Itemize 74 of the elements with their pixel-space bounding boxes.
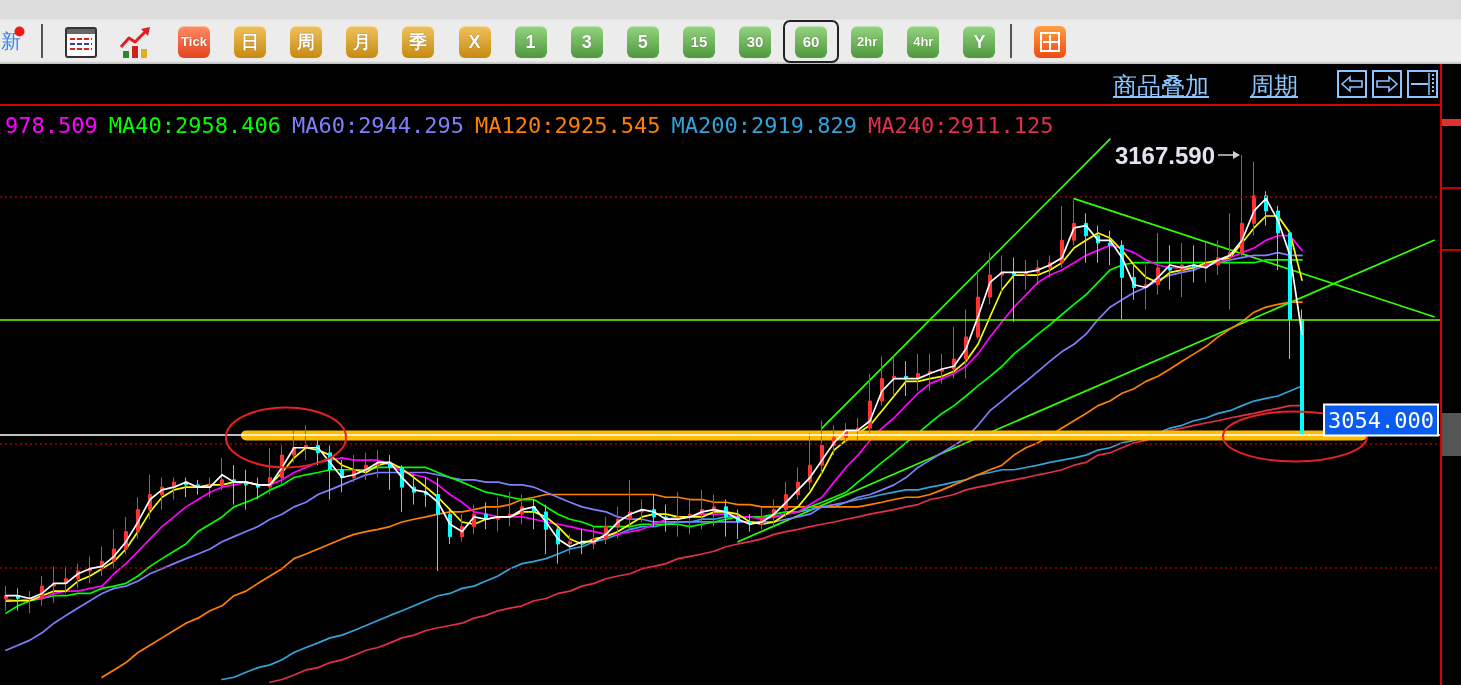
text: 978.509	[5, 112, 98, 138]
candlestick	[448, 509, 452, 545]
candlestick	[1120, 239, 1124, 321]
candlestick	[88, 555, 92, 584]
toolbar-button: 60	[795, 26, 828, 58]
candlestick	[1012, 257, 1016, 323]
candlestick	[1252, 160, 1256, 237]
candlestick	[1300, 308, 1304, 436]
annotation: 3167.590	[1114, 141, 1215, 169]
toolbar-button: 30	[739, 26, 771, 58]
candlestick	[688, 499, 692, 535]
candlestick	[484, 501, 488, 530]
candlestick	[712, 493, 716, 528]
candlestick	[1192, 244, 1196, 283]
candlestick	[172, 477, 176, 501]
toolbar-button: 日	[234, 26, 267, 58]
toolbar-button: 1	[514, 26, 547, 58]
toolbar-button: 15	[682, 26, 715, 58]
candlestick	[508, 491, 512, 528]
text: MA240:2911.125	[867, 112, 1054, 138]
candlestick	[700, 489, 704, 530]
toolbar-button: X	[458, 26, 491, 58]
toolbar-button: 月	[346, 26, 379, 58]
candlestick	[52, 565, 56, 604]
candlestick	[1228, 212, 1232, 310]
candlestick	[220, 457, 224, 491]
candlestick	[28, 590, 32, 614]
annotation: 3054.000	[1328, 407, 1434, 433]
text: 商品叠加	[1113, 72, 1209, 100]
candlestick	[4, 585, 8, 612]
toolbar-button: 周	[290, 26, 323, 58]
candlestick	[568, 533, 572, 555]
candlestick	[496, 496, 500, 533]
toolbar-button: 3	[570, 26, 603, 58]
candlestick	[928, 353, 932, 392]
candlestick	[940, 353, 944, 385]
text: 周期	[1250, 72, 1298, 100]
text: MA40:2958.406	[108, 112, 281, 138]
candlestick	[892, 356, 896, 397]
text: MA60:2944.295	[291, 112, 465, 138]
candlestick	[1108, 230, 1112, 266]
text: MA120:2925.545	[475, 112, 661, 138]
candlestick	[1156, 232, 1160, 296]
toolbar-button: Tick	[178, 26, 210, 58]
candlestick	[148, 474, 152, 520]
candlestick	[400, 464, 404, 513]
toolbar-button: Y	[963, 26, 996, 58]
candlestick	[244, 469, 248, 511]
candlestick	[304, 424, 308, 461]
candlestick	[916, 353, 920, 392]
text: 新	[1, 30, 21, 52]
candlestick	[256, 477, 260, 501]
candlestick	[436, 477, 440, 572]
candlestick	[808, 432, 812, 491]
candlestick	[868, 373, 872, 434]
candlestick	[1024, 259, 1028, 291]
toolbar-button: 5	[626, 26, 659, 58]
candlestick	[16, 587, 20, 612]
toolbar-button: 季	[402, 26, 435, 58]
candlestick	[1000, 254, 1004, 293]
candlestick	[676, 491, 680, 538]
text: MA200:2919.829	[671, 112, 857, 138]
candlestick	[292, 429, 296, 463]
candlestick	[988, 252, 992, 305]
candlestick	[1072, 200, 1076, 246]
candlestick	[160, 477, 164, 511]
candlestick	[904, 360, 908, 397]
toolbar-button: 4hr	[907, 26, 940, 58]
candlestick	[232, 464, 236, 506]
candlestick	[1060, 205, 1064, 269]
candlestick	[1168, 244, 1172, 291]
candlestick	[820, 420, 824, 476]
candlestick	[724, 499, 728, 538]
toolbar-button: 2hr	[851, 26, 884, 58]
